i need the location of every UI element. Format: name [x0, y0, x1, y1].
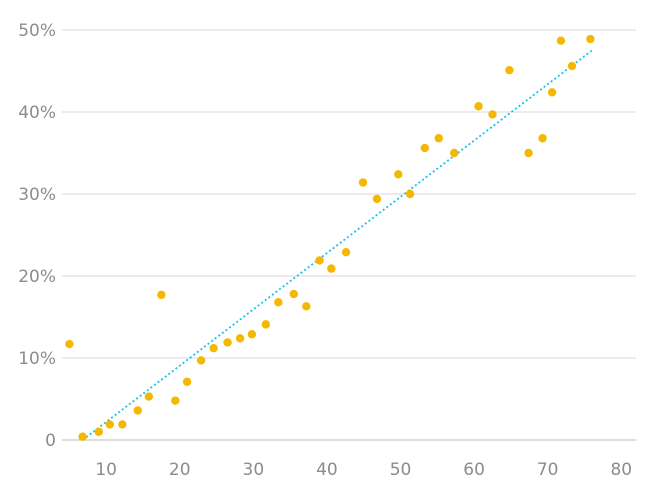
y-tick-label: 20% [18, 267, 56, 287]
x-tick-label: 40 [316, 460, 338, 480]
data-point [302, 302, 311, 311]
data-point [358, 178, 368, 187]
y-tick-labels: 0 10% 20% 30% 40% 50% [18, 21, 56, 451]
data-point [505, 65, 514, 75]
data-point [171, 396, 180, 405]
data-point [105, 420, 115, 429]
data-point [223, 338, 232, 347]
x-tick-label: 10 [95, 460, 117, 480]
trendline-layer [82, 49, 593, 441]
x-tick-labels: 10 20 30 40 50 60 70 80 [95, 460, 632, 480]
data-point [274, 298, 283, 307]
y-tick-label: 40% [18, 103, 56, 123]
data-points [65, 34, 595, 441]
data-point [289, 289, 299, 299]
x-tick-label: 50 [390, 460, 412, 480]
x-tick-label: 30 [243, 460, 265, 480]
data-point [586, 34, 595, 44]
data-point [261, 320, 271, 329]
data-point [247, 330, 257, 339]
data-point [209, 343, 218, 353]
data-point [94, 427, 103, 436]
data-point [315, 256, 324, 265]
data-point [450, 148, 459, 158]
y-tick-label: 0 [45, 431, 56, 451]
x-tick-label: 70 [537, 460, 559, 480]
data-point [567, 61, 577, 71]
data-point [133, 406, 142, 415]
data-point [405, 189, 415, 199]
data-point [394, 170, 403, 179]
data-point [182, 377, 192, 386]
data-point [547, 88, 557, 97]
data-point [327, 264, 336, 273]
data-point [538, 134, 547, 143]
y-tick-label: 50% [18, 21, 56, 41]
data-point [78, 432, 87, 441]
data-point [157, 290, 166, 300]
x-tick-label: 20 [169, 460, 191, 480]
data-point [420, 143, 429, 153]
data-point [556, 36, 566, 45]
data-point [372, 194, 382, 204]
data-point [196, 356, 206, 365]
data-point [488, 110, 497, 119]
data-point [144, 392, 154, 401]
data-point [118, 420, 127, 429]
data-point [474, 102, 483, 111]
x-tick-label: 60 [463, 460, 485, 480]
x-tick-label: 80 [610, 460, 632, 480]
gridlines [62, 29, 636, 441]
y-tick-label: 30% [18, 185, 56, 205]
data-point [524, 148, 533, 158]
data-point [65, 339, 74, 349]
data-point [235, 334, 245, 343]
data-point [341, 248, 351, 257]
y-tick-label: 10% [18, 349, 56, 369]
data-point [434, 134, 443, 143]
trendline [82, 49, 593, 441]
